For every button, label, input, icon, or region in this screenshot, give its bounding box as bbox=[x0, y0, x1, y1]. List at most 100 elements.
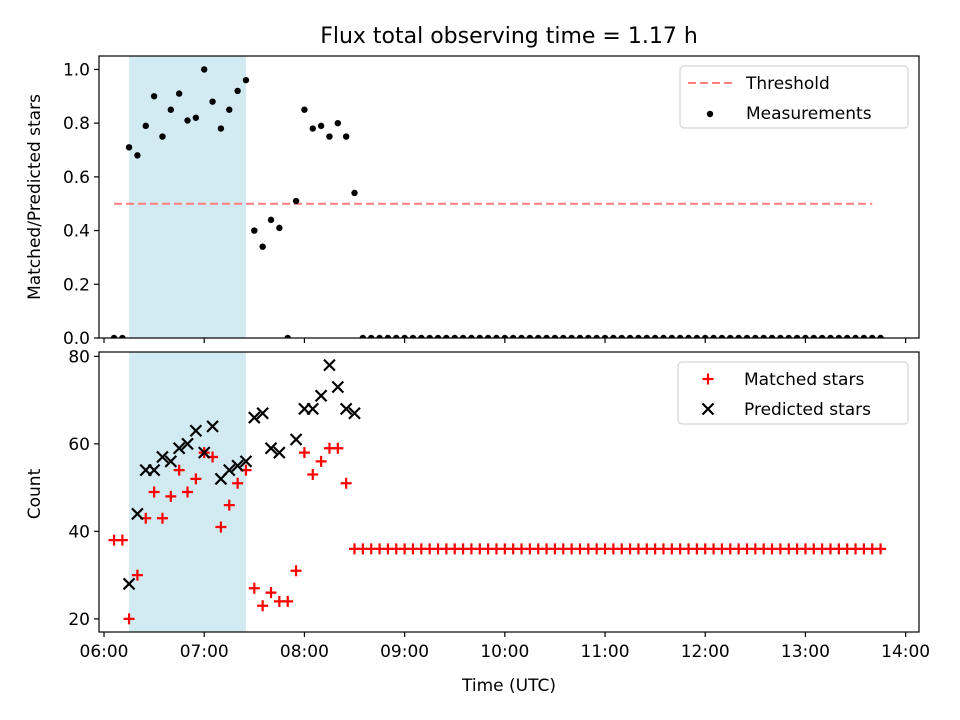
measurement-point bbox=[676, 334, 684, 338]
measurement-point bbox=[292, 197, 300, 205]
matched-star-point bbox=[875, 543, 887, 555]
legend-label: Threshold bbox=[745, 74, 830, 94]
measurement-point bbox=[393, 334, 400, 338]
measurement-point bbox=[843, 334, 851, 338]
matched-star-point bbox=[248, 582, 260, 594]
axes-frame bbox=[98, 351, 920, 633]
matched-star-point bbox=[116, 534, 128, 546]
matched-star-point bbox=[315, 455, 327, 467]
measurement-point bbox=[476, 334, 483, 338]
matched-star-point bbox=[307, 469, 319, 480]
predicted-star-point bbox=[331, 380, 345, 394]
measurement-point bbox=[518, 334, 525, 338]
measurement-point bbox=[276, 224, 283, 232]
measurement-point bbox=[610, 334, 617, 338]
measurement-point bbox=[618, 334, 625, 338]
legend-label: Measurements bbox=[746, 104, 872, 124]
y-tick-label: 0.2 bbox=[63, 275, 90, 295]
legend: Threshold Measurements bbox=[679, 65, 909, 129]
x-tick-label: 12:00 bbox=[681, 642, 730, 662]
chart-title: Flux total observing time = 1.17 h bbox=[320, 24, 698, 49]
bottom-y-axis-label: Count bbox=[25, 468, 45, 519]
matched-star-point bbox=[123, 613, 135, 625]
measurement-point bbox=[635, 334, 642, 338]
measurement-point bbox=[443, 334, 450, 338]
measurement-point bbox=[284, 334, 291, 338]
measurement-point bbox=[551, 334, 559, 338]
measurement-point bbox=[426, 334, 433, 338]
measurement-point bbox=[409, 334, 417, 338]
predicted-star-point bbox=[239, 455, 253, 468]
measurement-point bbox=[593, 334, 600, 338]
measurement-point bbox=[543, 334, 550, 338]
measurement-point bbox=[752, 334, 759, 338]
predicted-star-point bbox=[264, 441, 278, 455]
y-tick-label: 20 bbox=[68, 610, 90, 630]
predicted-star-point bbox=[314, 389, 328, 403]
legend-label: Predicted stars bbox=[744, 400, 871, 420]
legend-measurement-marker bbox=[706, 110, 714, 118]
measurement-point bbox=[810, 334, 817, 338]
measurement-point bbox=[509, 334, 517, 338]
predicted-star-point bbox=[273, 446, 286, 459]
matched-star-point bbox=[332, 442, 344, 454]
measurement-point bbox=[167, 106, 175, 113]
legend-matched-marker bbox=[702, 373, 714, 385]
predicted-star-point bbox=[172, 441, 186, 455]
measurement-point bbox=[493, 334, 500, 338]
measurement-point bbox=[877, 334, 884, 338]
measurement-point bbox=[459, 334, 467, 338]
measurement-point bbox=[142, 122, 149, 130]
measurement-point bbox=[793, 334, 801, 338]
measurement-point bbox=[110, 334, 118, 338]
predicted-star-point bbox=[189, 424, 203, 438]
measurement-point bbox=[626, 334, 634, 338]
measurement-point bbox=[418, 334, 425, 338]
legend-box bbox=[679, 65, 909, 129]
measurement-point bbox=[526, 334, 534, 338]
top-y-axis-label: Matched/Predicted stars bbox=[25, 94, 45, 300]
matched-star-point bbox=[290, 565, 302, 577]
measurement-point bbox=[835, 334, 843, 338]
measurement-point bbox=[401, 334, 408, 338]
measurement-point bbox=[768, 334, 776, 338]
measurement-point bbox=[159, 133, 166, 140]
measurement-point bbox=[818, 334, 826, 338]
measurement-point bbox=[710, 334, 717, 338]
matched-star-point bbox=[223, 499, 235, 511]
predicted-star-point bbox=[222, 463, 236, 477]
predicted-star-point bbox=[339, 402, 353, 416]
measurement-point bbox=[735, 334, 742, 338]
measurement-point bbox=[317, 122, 325, 130]
measurement-point bbox=[134, 152, 141, 159]
x-tick-label: 14:00 bbox=[881, 642, 930, 662]
measurement-point bbox=[718, 334, 726, 338]
measurement-point bbox=[651, 334, 659, 338]
predicted-star-point bbox=[181, 437, 194, 451]
predicted-star-point bbox=[122, 577, 136, 591]
measurement-point bbox=[468, 334, 475, 338]
measurement-point bbox=[702, 334, 709, 338]
measurement-point bbox=[201, 66, 208, 73]
predicted-star-point bbox=[323, 358, 336, 372]
measurement-point bbox=[585, 334, 592, 338]
measurement-point bbox=[743, 334, 751, 338]
measurement-point bbox=[535, 334, 542, 338]
measurement-point bbox=[251, 227, 258, 234]
y-tick-label: 0.8 bbox=[63, 114, 90, 134]
matched-star-point bbox=[257, 600, 269, 612]
y-tick-label: 0.6 bbox=[63, 168, 90, 188]
predicted-star-point bbox=[197, 446, 211, 459]
measurement-point bbox=[660, 334, 667, 338]
matched-star-point bbox=[215, 521, 227, 533]
predicted-star-point bbox=[256, 406, 269, 420]
measurement-point bbox=[827, 334, 834, 338]
x-tick-label: 06:00 bbox=[80, 642, 129, 662]
x-tick-label: 13:00 bbox=[781, 642, 830, 662]
predicted-star-point bbox=[348, 406, 361, 420]
measurement-point bbox=[601, 334, 609, 338]
y-tick-label: 0.4 bbox=[63, 222, 90, 242]
predicted-star-point bbox=[164, 455, 178, 468]
matched-star-point bbox=[148, 486, 160, 498]
